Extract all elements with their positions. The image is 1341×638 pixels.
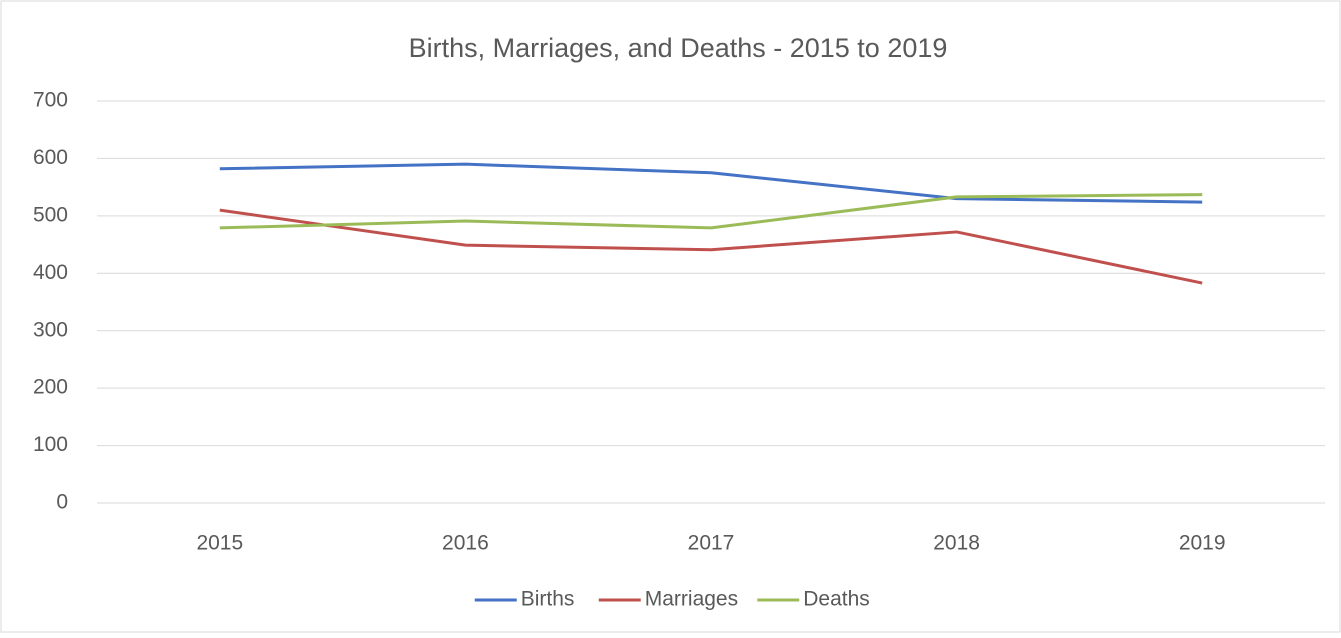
x-tick-label: 2015 (196, 532, 243, 555)
legend-label: Marriages (645, 588, 738, 611)
x-tick-label: 2017 (688, 532, 735, 555)
y-tick-label: 700 (33, 89, 68, 112)
line-series (219, 162, 1203, 204)
y-tick-label: 100 (33, 433, 68, 456)
chart-title: Births, Marriages, and Deaths - 2015 to … (409, 33, 948, 63)
legend-label: Births (521, 588, 575, 611)
y-tick-label: 200 (33, 376, 68, 399)
x-tick-label: 2019 (1179, 532, 1226, 555)
y-tick-label: 600 (33, 146, 68, 169)
legend-label: Deaths (803, 588, 870, 611)
y-tick-label: 500 (33, 203, 68, 226)
line-series (219, 208, 1203, 285)
x-tick-label: 2016 (442, 532, 489, 555)
y-tick-label: 300 (33, 318, 68, 341)
x-tick-label: 2018 (933, 532, 980, 555)
line-series (219, 193, 1203, 230)
y-tick-label: 0 (56, 491, 68, 514)
y-tick-label: 400 (33, 261, 68, 284)
